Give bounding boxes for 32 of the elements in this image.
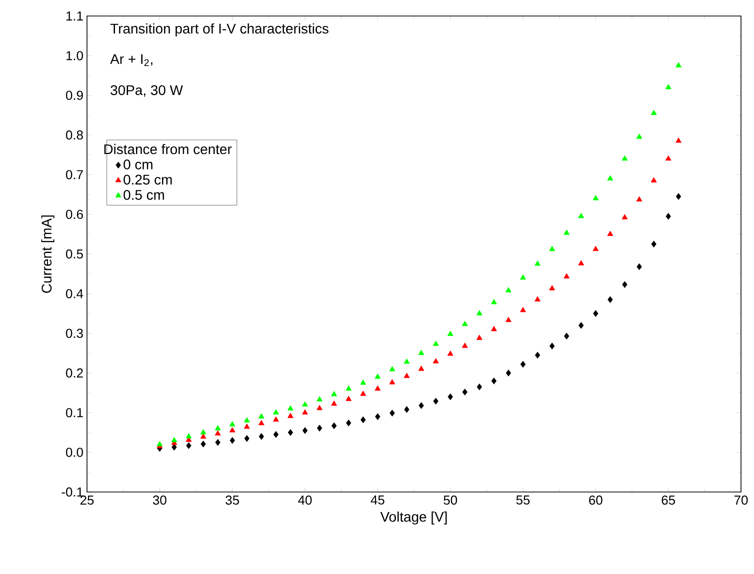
x-axis-title: Voltage [V] (380, 512, 447, 525)
legend-label: 0.25 cm (124, 174, 172, 185)
x-tick-label: 50 (444, 496, 458, 505)
y-tick-label: -0.1 (62, 487, 83, 497)
x-tick-label: 30 (152, 496, 166, 505)
y-tick-label: 0.4 (66, 289, 84, 298)
y-tick-label: 1.1 (66, 12, 83, 20)
legend-label: 0.5 cm (124, 190, 164, 200)
x-tick-label: 25 (80, 496, 94, 505)
x-tick-label: 70 (734, 496, 748, 505)
y-tick-label: 1.0 (66, 51, 83, 60)
y-tick-label: 0.8 (66, 130, 83, 140)
legend-title: Distance from center (104, 144, 232, 154)
y-tick-label: 0.3 (66, 328, 83, 338)
x-tick-label: 55 (516, 496, 530, 505)
y-tick-label: 0.1 (66, 408, 83, 418)
x-tick-label: 45 (370, 496, 384, 505)
x-tick-label: 35 (226, 496, 239, 505)
x-tick-label: 60 (589, 496, 602, 505)
y-tick-label: 0.9 (66, 90, 83, 100)
y-tick-label: 0.6 (66, 210, 83, 219)
x-tick-label: 65 (662, 496, 675, 505)
y-tick-label: 0.0 (66, 448, 83, 457)
legend-label: 0 cm (124, 160, 152, 170)
x-tick-label: 40 (298, 496, 312, 505)
y-axis-title: Current [mA] (41, 215, 54, 293)
annotation: Transition part of I-V characteristics (110, 23, 328, 36)
y-tick-label: 0.2 (66, 368, 83, 378)
y-tick-label: 0.5 (66, 249, 83, 259)
annotation: 30Pa, 30 W (110, 85, 183, 97)
annotation: Ar + I$_{2}$, (110, 54, 152, 66)
y-tick-label: 0.7 (66, 170, 83, 180)
